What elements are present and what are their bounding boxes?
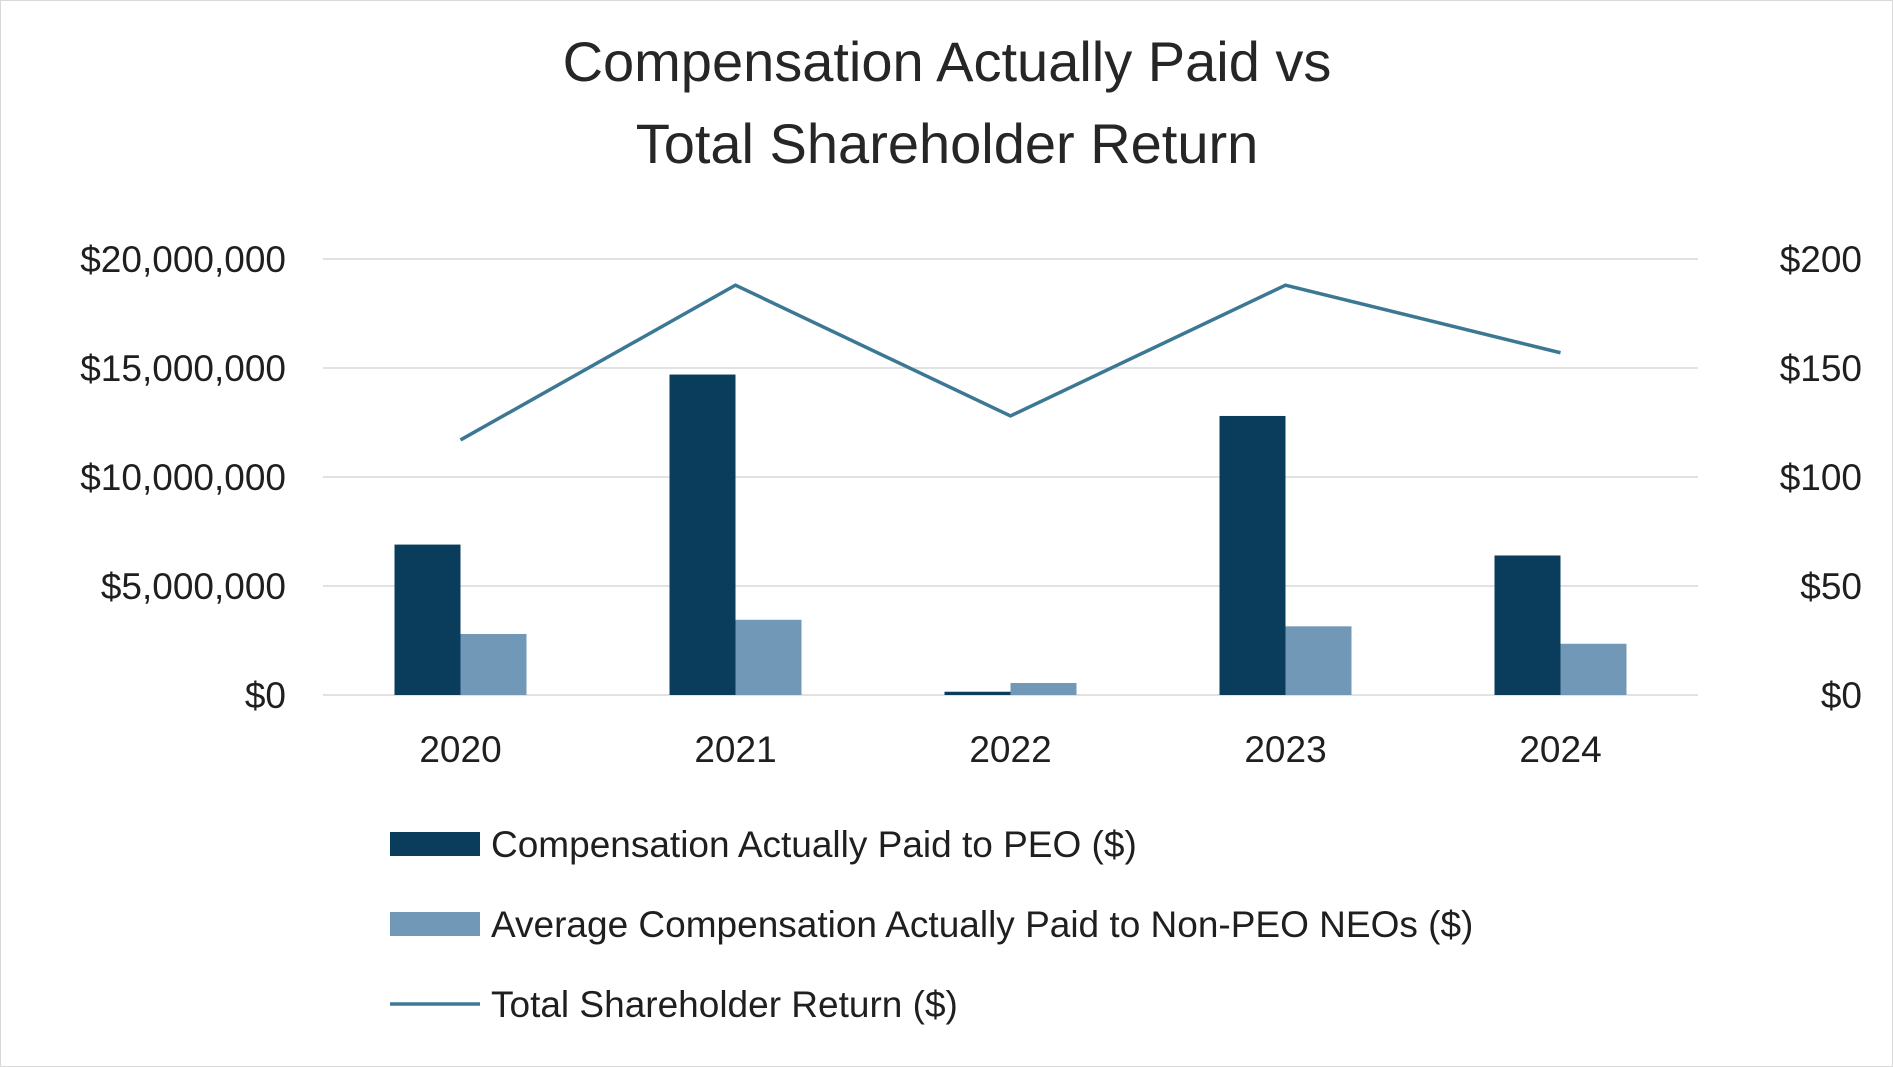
chart-title-line-2: Total Shareholder Return [636, 112, 1259, 175]
legend-item-tsr: Total Shareholder Return ($) [390, 984, 958, 1025]
left-y-axis: $0 $5,000,000 $10,000,000 $15,000,000 $20,00… [80, 239, 286, 716]
legend-label: Total Shareholder Return ($) [491, 984, 958, 1025]
line-series [459, 283, 1561, 442]
legend-item-non-peo-neos: Average Compensation Actually Paid to No… [390, 904, 1473, 945]
legend-swatch [390, 832, 480, 856]
x-tick-label-2023: 2023 [1244, 729, 1326, 770]
bar-non-peo-neo-2023 [1285, 626, 1352, 695]
right-y-tick-label: $200 [1780, 239, 1862, 280]
x-tick-label-2024: 2024 [1519, 729, 1601, 770]
right-y-tick-label: $150 [1780, 348, 1862, 389]
bar-non-peo-neo-2020 [460, 633, 527, 695]
bar-non-peo-neo-2021 [735, 619, 802, 695]
legend-swatch [390, 912, 480, 936]
bar-peo-2022 [944, 691, 1011, 695]
x-tick-label-2022: 2022 [969, 729, 1051, 770]
left-y-tick-label: $10,000,000 [80, 457, 286, 498]
chart-title: Compensation Actually Paid vs Total Share… [563, 30, 1332, 175]
tsr-line [459, 283, 1561, 442]
x-tick-label-2020: 2020 [419, 729, 501, 770]
right-y-tick-label: $0 [1821, 675, 1862, 716]
bar-peo-2024 [1494, 555, 1561, 695]
bar-non-peo-neo-2022 [1010, 683, 1077, 695]
right-y-tick-label: $100 [1780, 457, 1862, 498]
right-y-tick-label: $50 [1800, 566, 1862, 607]
x-axis: 2020 2021 2022 2023 2024 [419, 729, 1601, 770]
legend-label: Average Compensation Actually Paid to No… [491, 904, 1473, 945]
legend-item-peo: Compensation Actually Paid to PEO ($) [390, 824, 1137, 865]
bar-peo-2020 [394, 544, 461, 695]
bar-non-peo-neo-2024 [1560, 643, 1627, 695]
left-y-tick-label: $15,000,000 [80, 348, 286, 389]
left-y-tick-label: $5,000,000 [101, 566, 286, 607]
bar-peo-2023 [1219, 415, 1286, 695]
bar-series [394, 374, 1627, 695]
bar-peo-2021 [669, 374, 736, 695]
left-y-tick-label: $0 [245, 675, 286, 716]
x-tick-label-2021: 2021 [694, 729, 776, 770]
legend-label: Compensation Actually Paid to PEO ($) [491, 824, 1137, 865]
chart-title-line-1: Compensation Actually Paid vs [563, 30, 1332, 93]
left-y-tick-label: $20,000,000 [80, 239, 286, 280]
right-y-axis: $0 $50 $100 $150 $200 [1780, 239, 1862, 716]
gridlines [323, 258, 1698, 696]
legend: Compensation Actually Paid to PEO ($) Ave… [390, 824, 1473, 1025]
